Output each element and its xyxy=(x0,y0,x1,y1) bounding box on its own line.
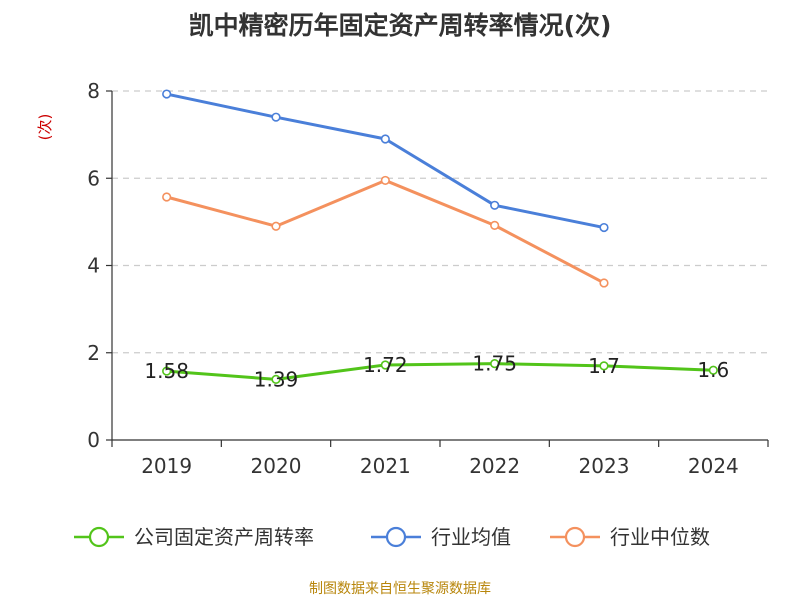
data-label-2023: 1.7 xyxy=(588,354,620,378)
legend-marker-2 xyxy=(564,526,586,548)
x-tick-label-2023: 2023 xyxy=(579,454,630,478)
data-point-2-2019 xyxy=(162,192,172,202)
data-point-0-2019 xyxy=(162,366,172,376)
data-point-2-2023 xyxy=(599,278,609,288)
axes: 0 2 4 6 8 2019 2020 2021 2022 2023 2024 xyxy=(87,79,769,478)
chart-title: 凯中精密历年固定资产周转率情况(次) xyxy=(188,11,612,40)
x-tick-label-2022: 2022 xyxy=(469,454,520,478)
data-point-2-2022 xyxy=(490,220,500,230)
x-tick-label-2019: 2019 xyxy=(141,454,192,478)
legend: 公司固定资产周转率 行业均值 行业中位数 xyxy=(74,525,710,549)
data-point-1-2021 xyxy=(380,134,390,144)
data-labels: 1.58 1.39 1.72 1.75 1.7 1.6 xyxy=(144,352,729,392)
x-tick-label-2024: 2024 xyxy=(688,454,739,478)
data-label-2019: 1.58 xyxy=(144,359,189,383)
data-point-1-2022 xyxy=(490,200,500,210)
legend-label-1: 行业均值 xyxy=(431,525,511,549)
data-label-2022: 1.75 xyxy=(472,352,517,376)
gridlines xyxy=(112,90,768,354)
legend-marker-1 xyxy=(385,526,407,548)
data-point-0-2022 xyxy=(490,359,500,369)
series-line-0 xyxy=(166,362,714,381)
x-tick-label-2020: 2020 xyxy=(251,454,302,478)
y-tick-label-0: 0 xyxy=(87,428,100,452)
series-line-1 xyxy=(166,92,605,230)
data-point-0-2024 xyxy=(708,365,718,375)
data-point-1-2020 xyxy=(271,112,281,122)
data-point-2-2021 xyxy=(380,175,390,186)
data-point-0-2020 xyxy=(271,374,281,384)
y-axis-label: (次) xyxy=(36,114,54,141)
data-point-0-2021 xyxy=(380,360,390,370)
data-label-2024: 1.6 xyxy=(697,358,729,382)
y-tick-label-2: 2 xyxy=(87,341,100,365)
data-source-note: 制图数据来自恒生聚源数据库 xyxy=(309,581,491,597)
data-point-1-2019 xyxy=(162,89,172,99)
data-label-2020: 1.39 xyxy=(254,367,299,391)
legend-marker-0 xyxy=(88,526,110,548)
series-lines xyxy=(162,89,718,384)
data-point-1-2023 xyxy=(599,222,609,233)
y-tick-label-8: 8 xyxy=(87,79,100,103)
x-tick-label-2021: 2021 xyxy=(360,454,411,478)
y-tick-label-4: 4 xyxy=(87,254,100,278)
series-line-2 xyxy=(166,178,605,285)
legend-label-2: 行业中位数 xyxy=(610,525,710,549)
legend-label-0: 公司固定资产周转率 xyxy=(134,525,314,549)
y-tick-label-6: 6 xyxy=(87,166,100,190)
data-label-2021: 1.72 xyxy=(363,353,408,377)
data-point-2-2020 xyxy=(271,221,281,231)
data-point-0-2023 xyxy=(599,361,609,371)
